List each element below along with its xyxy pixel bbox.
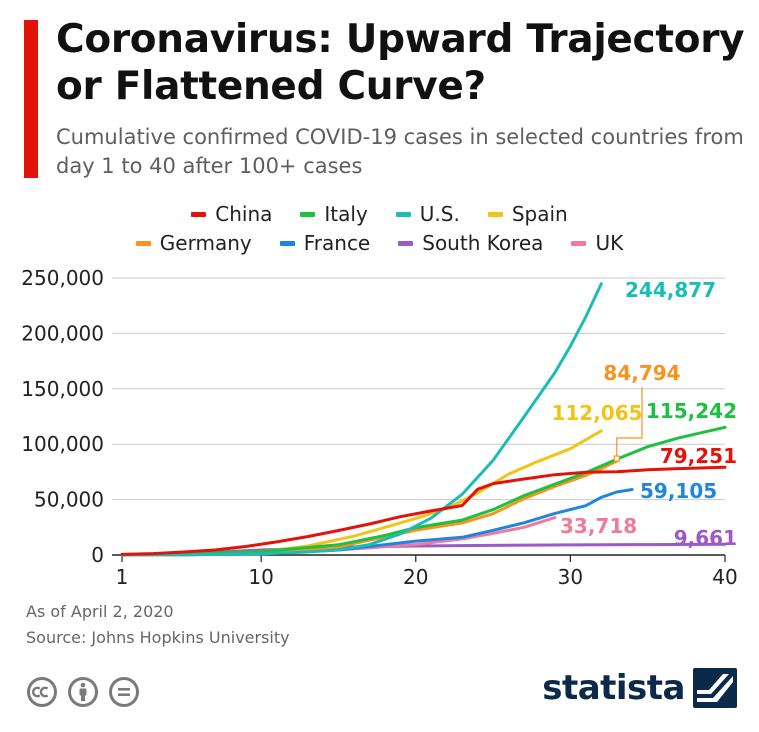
series-line-china [120,465,727,556]
legend-item-china: China [191,202,272,226]
line-chart: 0 50,000 100,000 150,000 200,000 250,000 1 10 20… [21,266,737,589]
end-label-italy: 115,242 [646,399,737,423]
y-tick-label: 250,000 [21,266,104,290]
end-label-u-s-: 244,877 [625,278,716,302]
series-line-u-s- [120,282,603,557]
license-icons [26,676,140,708]
legend-label: Germany [159,231,252,255]
legend-item-us: U.S. [395,202,460,226]
as-of-note: As of April 2, 2020 [26,602,174,621]
legend-label: U.S. [419,202,460,226]
legend-swatch [135,240,151,246]
legend-row-1: China Italy U.S. Spain [0,202,759,226]
statista-logo[interactable]: statista [542,668,737,708]
legend-label: France [303,231,371,255]
x-tick-label: 30 [558,565,583,589]
attribution-icon[interactable] [67,676,99,708]
germany-leader-marker [613,455,620,462]
legend-label: South Korea [422,231,544,255]
y-tick-label: 0 [91,543,104,567]
creative-commons-icon[interactable] [26,676,58,708]
series-line-italy [120,425,727,557]
y-tick-label: 200,000 [21,321,104,345]
end-label-germany: 84,794 [603,361,680,385]
legend-swatch [487,211,503,217]
chart-title: Coronavirus: Upward Trajectory or Flatte… [56,17,745,109]
end-label-south-korea: 9,661 [674,526,737,550]
legend-swatch [191,211,207,217]
x-tick-label: 20 [403,565,428,589]
legend-item-spain: Spain [487,202,568,226]
legend-label: Italy [324,202,368,226]
source-note: Source: Johns Hopkins University [26,628,290,647]
legend-item-south-korea: South Korea [398,231,543,255]
chart-subtitle: Cumulative confirmed COVID-19 cases in s… [56,125,744,178]
end-label-france: 59,105 [640,479,717,503]
legend-item-italy: Italy [300,202,368,226]
x-tick-label: 1 [116,565,129,589]
legend-item-germany: Germany [135,231,252,255]
no-derivatives-icon[interactable] [108,676,140,708]
x-tick-label: 40 [712,565,737,589]
germany-leader-line [616,387,643,458]
end-label-uk: 33,718 [560,514,637,538]
y-tick-label: 150,000 [21,377,104,401]
legend-swatch [279,240,295,246]
x-tick-label: 10 [248,565,273,589]
legend-item-uk: UK [571,231,623,255]
statista-mark-icon [693,668,737,708]
legend-item-france: France [279,231,371,255]
y-tick-label: 100,000 [21,432,104,456]
end-label-china: 79,251 [660,444,737,468]
legend-swatch [398,240,414,246]
legend-row-2: Germany France South Korea UK [0,231,759,255]
legend-label: UK [595,231,624,255]
legend-label: Spain [511,202,568,226]
legend-swatch [395,211,411,217]
y-tick-label: 50,000 [34,488,104,512]
legend-label: China [215,202,273,226]
legend-swatch [300,211,316,217]
accent-bar [24,20,38,178]
logo-text: statista [542,668,685,708]
end-label-spain: 112,065 [551,401,642,425]
legend-swatch [571,240,587,246]
